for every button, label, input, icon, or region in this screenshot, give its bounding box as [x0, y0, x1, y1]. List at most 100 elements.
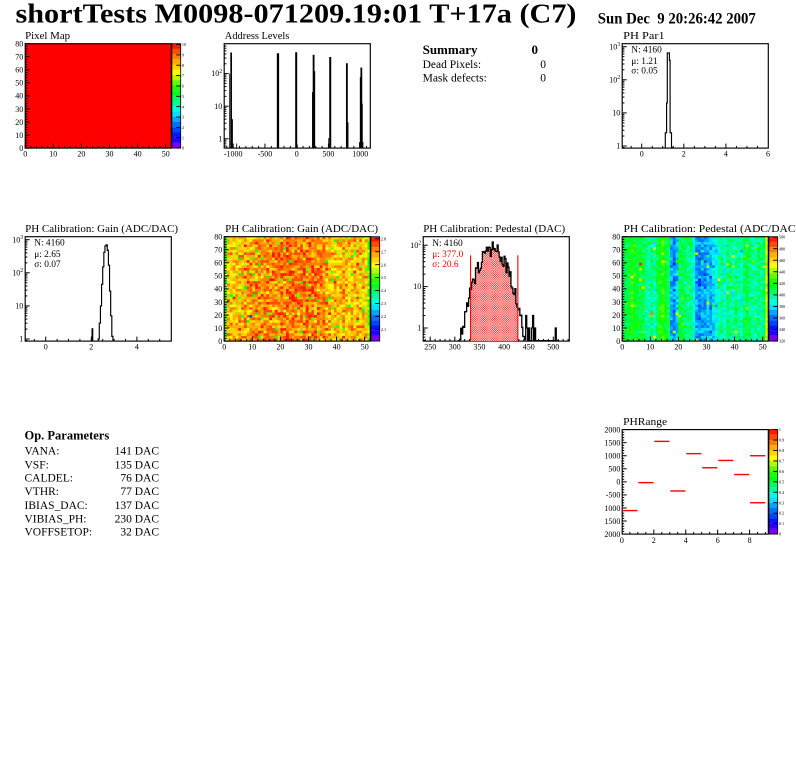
svg-text:PH Calibration: Pedestal (DAC): PH Calibration: Pedestal (DAC) [423, 223, 565, 235]
svg-text:77 DAC: 77 DAC [120, 486, 159, 498]
svg-text:2.8: 2.8 [381, 236, 386, 241]
svg-text:10: 10 [214, 102, 222, 111]
svg-text:σ: 0.07: σ: 0.07 [34, 260, 61, 270]
svg-text:320: 320 [779, 339, 785, 344]
svg-text:0.4: 0.4 [779, 490, 785, 495]
svg-text:0: 0 [616, 478, 620, 487]
svg-text:1: 1 [182, 135, 184, 140]
svg-text:50: 50 [15, 79, 23, 88]
svg-text:0: 0 [620, 343, 624, 352]
svg-text:102: 102 [12, 268, 23, 277]
svg-text:2: 2 [682, 150, 686, 159]
svg-text:2000: 2000 [604, 530, 620, 539]
svg-text:80: 80 [214, 233, 222, 242]
svg-text:Summary: Summary [423, 42, 478, 57]
svg-text:440: 440 [779, 269, 785, 274]
svg-text:-500: -500 [606, 491, 621, 500]
svg-text:PHRange: PHRange [623, 416, 667, 428]
svg-text:1: 1 [417, 324, 421, 333]
svg-text:10: 10 [214, 324, 222, 333]
svg-text:2.4: 2.4 [381, 288, 387, 293]
svg-text:8: 8 [748, 536, 752, 545]
svg-text:1000: 1000 [352, 150, 368, 159]
svg-text:1000: 1000 [604, 452, 620, 461]
svg-text:1: 1 [218, 134, 222, 143]
svg-text:N: 4160: N: 4160 [34, 239, 65, 249]
svg-text:2000: 2000 [604, 425, 620, 434]
svg-text:0: 0 [218, 337, 222, 346]
svg-text:76 DAC: 76 DAC [120, 473, 159, 485]
svg-text:0: 0 [222, 343, 226, 352]
svg-text:10: 10 [49, 150, 57, 159]
svg-text:70: 70 [612, 246, 620, 255]
svg-text:30: 30 [214, 298, 222, 307]
svg-text:40: 40 [214, 285, 222, 294]
svg-text:0: 0 [182, 146, 184, 151]
svg-text:60: 60 [15, 66, 23, 75]
svg-text:1: 1 [616, 142, 620, 151]
svg-text:32 DAC: 32 DAC [120, 527, 159, 539]
svg-text:0.5: 0.5 [779, 479, 784, 484]
svg-text:30: 30 [612, 298, 620, 307]
svg-text:40: 40 [731, 343, 739, 352]
svg-text:230 DAC: 230 DAC [115, 513, 160, 525]
svg-text:PH Calibration: Gain (ADC/DAC): PH Calibration: Gain (ADC/DAC) [25, 223, 178, 235]
svg-text:1500: 1500 [604, 439, 620, 448]
svg-text:3: 3 [182, 115, 184, 120]
svg-text:0: 0 [540, 72, 546, 84]
svg-text:70: 70 [214, 246, 222, 255]
svg-text:4: 4 [684, 536, 688, 545]
svg-text:2: 2 [652, 536, 656, 545]
svg-text:0: 0 [19, 144, 23, 153]
svg-text:0.3: 0.3 [779, 500, 784, 505]
svg-text:VANA:: VANA: [25, 446, 60, 458]
svg-text:6: 6 [182, 84, 184, 89]
svg-text:PH Calibration: Pedestal (ADC/: PH Calibration: Pedestal (ADC/DAC [624, 223, 796, 235]
svg-text:0.7: 0.7 [779, 459, 784, 464]
svg-text:2.7: 2.7 [381, 249, 386, 254]
svg-text:shortTests M0098-071209.19:01: shortTests M0098-071209.19:01 T+17a (C7) [16, 0, 577, 29]
svg-text:300: 300 [449, 343, 461, 352]
svg-text:20: 20 [276, 343, 284, 352]
svg-text:50: 50 [759, 343, 767, 352]
svg-text:360: 360 [779, 316, 785, 321]
svg-text:8: 8 [182, 63, 184, 68]
svg-text:380: 380 [779, 304, 785, 309]
svg-text:4: 4 [724, 150, 728, 159]
svg-text:10: 10 [612, 324, 620, 333]
svg-text:μ: 1.21: μ: 1.21 [631, 57, 658, 67]
svg-text:0: 0 [540, 59, 546, 71]
svg-text:0.2: 0.2 [779, 511, 784, 516]
svg-text:2.5: 2.5 [381, 275, 386, 280]
svg-text:2: 2 [182, 125, 184, 130]
svg-text:30: 30 [305, 343, 313, 352]
svg-text:20: 20 [674, 343, 682, 352]
svg-text:σ: 0.05: σ: 0.05 [631, 67, 658, 77]
svg-text:0.8: 0.8 [779, 448, 784, 453]
svg-text:IBIAS_DAC:: IBIAS_DAC: [25, 500, 88, 512]
svg-text:Op. Parameters: Op. Parameters [25, 428, 110, 442]
svg-text:1: 1 [19, 335, 23, 344]
svg-text:141 DAC: 141 DAC [115, 446, 160, 458]
svg-text:60: 60 [214, 259, 222, 268]
svg-text:500: 500 [547, 343, 559, 352]
svg-text:VIBIAS_PH:: VIBIAS_PH: [25, 513, 87, 525]
svg-text:Dead Pixels:: Dead Pixels: [423, 59, 481, 71]
svg-text:σ: 20.6: σ: 20.6 [432, 260, 459, 270]
svg-text:30: 30 [106, 150, 114, 159]
svg-text:0: 0 [779, 532, 781, 537]
svg-text:1: 1 [779, 427, 781, 432]
svg-text:103: 103 [12, 235, 23, 244]
svg-text:6: 6 [766, 150, 770, 159]
svg-text:250: 250 [424, 343, 436, 352]
svg-text:80: 80 [612, 233, 620, 242]
svg-text:-500: -500 [258, 150, 273, 159]
svg-text:μ: 377.0: μ: 377.0 [432, 250, 463, 260]
svg-text:40: 40 [612, 285, 620, 294]
svg-text:30: 30 [15, 105, 23, 114]
svg-text:5: 5 [182, 94, 184, 99]
svg-text:400: 400 [498, 343, 510, 352]
svg-text:1500: 1500 [604, 517, 620, 526]
svg-text:500: 500 [322, 150, 334, 159]
svg-text:2: 2 [89, 343, 93, 352]
